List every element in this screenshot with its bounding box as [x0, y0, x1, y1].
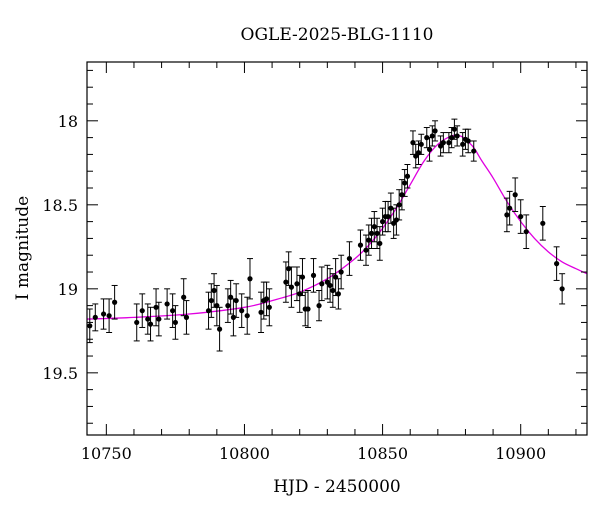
- data-point: [374, 230, 380, 236]
- data-point: [258, 309, 264, 315]
- data-point: [205, 308, 212, 314]
- axis-ticks: 10750 10800 10850 10900 18 18.5 19 19.5: [42, 62, 587, 463]
- data-point: [216, 326, 223, 332]
- data-point: [139, 308, 145, 314]
- data-point: [377, 240, 383, 247]
- data-point: [335, 291, 341, 297]
- y-tick-label: 18.5: [42, 196, 78, 215]
- data-point: [523, 229, 529, 235]
- data-point: [404, 173, 411, 179]
- data-point: [100, 311, 107, 317]
- data-point: [147, 321, 154, 327]
- x-tick-label: 10750: [81, 444, 132, 463]
- data-point: [319, 281, 325, 287]
- data-point: [559, 286, 565, 292]
- data-point: [112, 299, 118, 305]
- data-point: [310, 272, 317, 278]
- data-point: [429, 133, 435, 139]
- data-point: [518, 213, 524, 220]
- data-point: [357, 242, 364, 248]
- data-point: [396, 202, 402, 208]
- data-point: [87, 323, 93, 329]
- chart-title: OGLE-2025-BLG-1110: [241, 25, 434, 45]
- data-point: [460, 141, 466, 147]
- x-tick-label: 10850: [357, 444, 408, 463]
- data-point: [346, 255, 353, 262]
- data-point: [366, 237, 372, 243]
- data-point: [156, 316, 162, 322]
- data-point: [368, 230, 375, 236]
- data-point: [554, 261, 560, 267]
- data-point: [330, 287, 336, 294]
- data-point: [294, 281, 300, 287]
- data-point: [446, 140, 452, 146]
- data-point: [106, 313, 112, 319]
- x-axis-label: HJD - 2450000: [273, 477, 401, 497]
- data-point: [418, 141, 424, 147]
- data-point: [233, 297, 239, 304]
- data-point: [507, 205, 513, 211]
- data-point: [316, 303, 322, 309]
- data-point: [512, 192, 518, 198]
- data-point: [440, 140, 446, 146]
- data-point: [172, 319, 178, 326]
- data-point: [225, 303, 231, 309]
- data-point: [208, 297, 214, 304]
- data-point: [451, 126, 458, 132]
- plot-area: [87, 118, 587, 352]
- data-point: [363, 247, 369, 253]
- data-point: [432, 128, 438, 134]
- x-tick-label: 10800: [219, 444, 270, 463]
- data-point: [239, 308, 245, 314]
- data-point: [266, 304, 272, 310]
- data-point: [134, 319, 140, 326]
- data-point: [465, 138, 471, 144]
- data-point: [211, 287, 217, 294]
- data-point: [92, 314, 98, 320]
- data-point: [283, 279, 289, 285]
- data-point: [247, 276, 253, 282]
- data-point: [426, 146, 433, 152]
- data-point: [164, 301, 170, 307]
- data-point: [305, 306, 311, 312]
- y-tick-label: 18: [58, 112, 78, 131]
- data-point: [244, 313, 250, 319]
- y-tick-label: 19: [58, 280, 78, 299]
- data-point: [153, 304, 159, 310]
- data-point: [471, 148, 477, 154]
- data-point: [327, 282, 333, 289]
- x-tick-label: 10900: [495, 444, 546, 463]
- data-point: [170, 308, 176, 314]
- data-point: [371, 224, 377, 230]
- y-axis-label: I magnitude: [13, 196, 33, 300]
- data-point: [145, 316, 151, 322]
- data-point: [183, 314, 190, 320]
- data-point: [181, 294, 187, 300]
- data-point: [540, 220, 546, 226]
- data-point: [402, 180, 408, 186]
- data-point: [379, 219, 386, 225]
- data-point: [454, 133, 460, 139]
- y-tick-label: 19.5: [42, 364, 78, 383]
- data-point: [288, 284, 295, 290]
- data-point: [385, 213, 391, 220]
- data-point: [338, 269, 344, 275]
- data-point: [299, 274, 306, 280]
- plot-frame: [86, 61, 588, 436]
- model-curve: [87, 134, 587, 320]
- data-point: [504, 212, 510, 218]
- data-point: [263, 296, 270, 302]
